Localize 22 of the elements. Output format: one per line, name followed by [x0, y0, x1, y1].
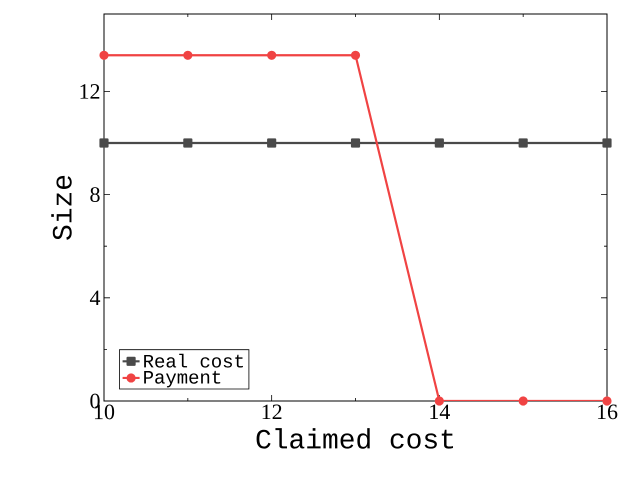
legend-label: Payment: [144, 370, 220, 388]
x-tick-label: 16: [598, 404, 618, 420]
point: [183, 50, 192, 60]
point: [99, 138, 109, 148]
legend-label: Real cost: [144, 354, 243, 368]
y-tick-label: 12: [80, 84, 100, 99]
point: [518, 396, 528, 406]
point: [183, 138, 192, 148]
point: [350, 50, 360, 60]
point: [267, 50, 276, 60]
x-axis-title: Claimed cost: [256, 428, 454, 449]
x-tick-label: 14: [430, 404, 450, 419]
y-tick-label: 4: [90, 290, 100, 306]
x-tick-label: 12: [262, 404, 282, 420]
y-axis-title: Size: [51, 176, 72, 240]
point: [99, 50, 109, 60]
y-tick-label: 8: [90, 187, 100, 202]
point: [602, 138, 612, 148]
point: [434, 138, 444, 148]
point: [267, 138, 276, 148]
point: [518, 138, 528, 148]
point: [350, 138, 360, 148]
